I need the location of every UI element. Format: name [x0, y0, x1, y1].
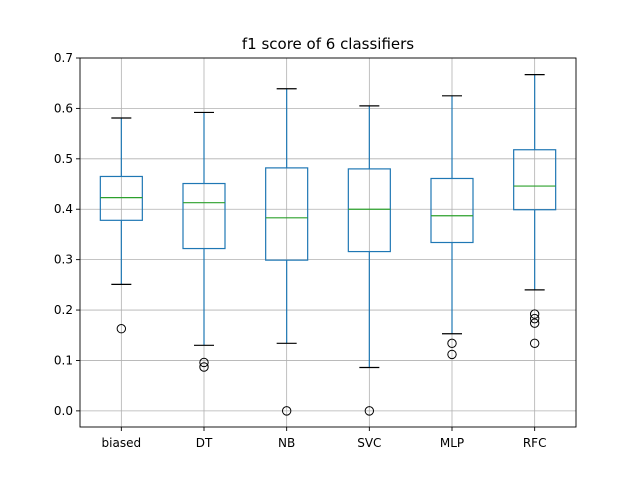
x-tick-label: RFC — [523, 436, 547, 450]
flier-point — [364, 406, 375, 416]
flier-point — [447, 338, 457, 349]
box-mlp — [430, 95, 474, 360]
boxes — [99, 74, 557, 416]
flier-point — [529, 309, 540, 319]
flier-point — [199, 357, 209, 368]
x-tick-label: DT — [196, 436, 213, 450]
x-tick-label: NB — [278, 436, 295, 450]
box-dt — [182, 111, 226, 372]
box-iqr — [347, 168, 391, 253]
x-tick-label: biased — [102, 436, 142, 450]
plot-frame — [79, 57, 577, 428]
flier-point — [199, 362, 209, 372]
y-tick-label: 0.2 — [54, 303, 73, 317]
y-tick-label: 0.6 — [54, 101, 73, 115]
y-tick-label: 0.1 — [54, 353, 73, 367]
box-rfc — [513, 74, 557, 349]
box-iqr — [265, 167, 309, 261]
flier-point — [529, 338, 540, 349]
box-iqr — [513, 149, 557, 211]
flier-point — [116, 324, 127, 334]
box-nb — [265, 88, 309, 416]
box-biased — [99, 117, 143, 334]
y-tick-label: 0.7 — [54, 51, 73, 65]
box-svc — [347, 105, 391, 416]
x-tick-label: SVC — [357, 436, 381, 450]
box-iqr — [99, 175, 143, 221]
y-tick-label: 0.4 — [54, 202, 73, 216]
axes: 0.0 0.1 0.2 0.3 0.4 0.5 0.6 0.7 biased DT NB SVC MLP… — [54, 51, 577, 450]
box-iqr — [182, 182, 226, 250]
box-iqr — [430, 177, 474, 244]
chart-title: f1 score of 6 classifiers — [242, 35, 414, 53]
y-tick-label: 0.3 — [54, 253, 73, 267]
flier-point — [529, 318, 540, 328]
flier-point — [529, 313, 540, 324]
flier-point — [447, 349, 457, 360]
x-tick-label: MLP — [440, 436, 464, 450]
flier-point — [281, 406, 292, 416]
y-tick-label: 0.0 — [54, 404, 73, 418]
y-tick-label: 0.5 — [54, 152, 73, 166]
